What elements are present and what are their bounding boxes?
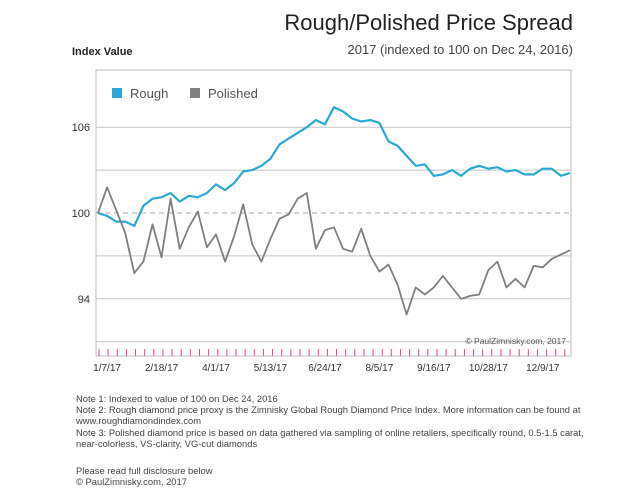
- y-axis-tick-labels: 94 100 106: [72, 122, 90, 306]
- y-tick-label: 94: [78, 294, 90, 306]
- legend-label-polished: Polished: [208, 86, 258, 101]
- legend-swatch-polished: [190, 88, 200, 98]
- disclosure-copyright: © PaulZimnisky.com, 2017: [76, 476, 213, 487]
- x-tick-label: 4/1/17: [202, 363, 230, 374]
- y-tick-label: 106: [72, 122, 90, 134]
- x-tick-label: 12/9/17: [526, 363, 560, 374]
- legend-swatch-rough: [112, 88, 122, 98]
- note-2: Note 2: Rough diamond price proxy is the…: [76, 404, 596, 426]
- x-tick-label: 5/13/17: [254, 363, 288, 374]
- x-tick-label: 6/24/17: [308, 363, 342, 374]
- notes-section: Note 1: Indexed to value of 100 on Dec 2…: [76, 393, 596, 449]
- legend-label-rough: Rough: [130, 86, 168, 101]
- chart-copyright: © PaulZimnisky.com, 2017: [465, 336, 566, 346]
- x-axis-tick-labels: 1/7/17 2/18/17 4/1/17 5/13/17 6/24/17 8/5/17 9…: [93, 363, 560, 374]
- x-tick-label: 9/16/17: [417, 363, 451, 374]
- x-tick-label: 10/28/17: [469, 363, 508, 374]
- disclosure-text: Please read full disclosure below: [76, 465, 213, 476]
- disclosure-section: Please read full disclosure below © Paul…: [76, 465, 213, 487]
- note-1: Note 1: Indexed to value of 100 on Dec 2…: [76, 393, 596, 404]
- x-tick-label: 8/5/17: [365, 363, 393, 374]
- y-tick-label: 100: [72, 208, 90, 220]
- x-tick-label: 1/7/17: [93, 363, 121, 374]
- x-tick-label: 2/18/17: [145, 363, 179, 374]
- note-3: Note 3: Polished diamond price is based …: [76, 427, 596, 449]
